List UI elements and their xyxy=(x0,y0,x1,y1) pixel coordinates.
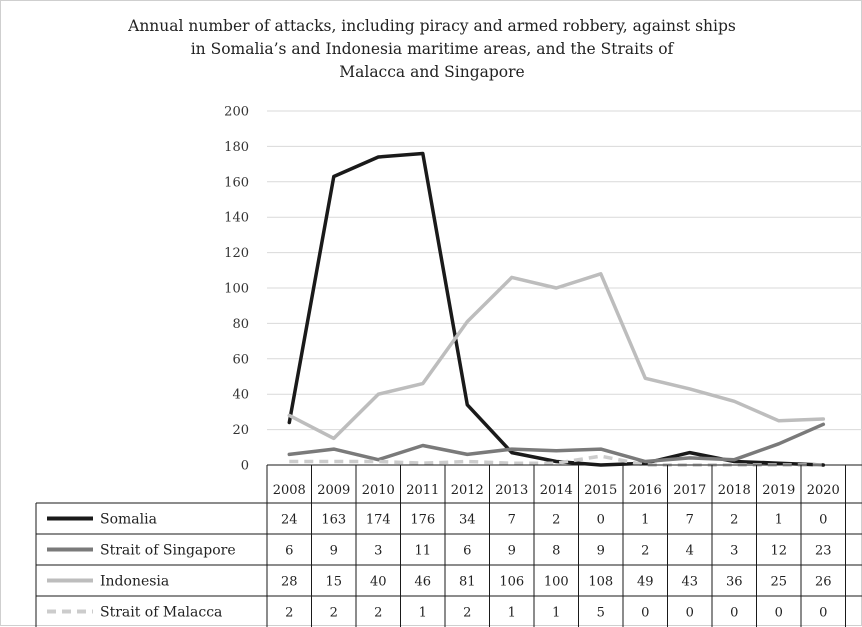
y-tick-label-20: 20 xyxy=(232,423,249,438)
data-label: 0 xyxy=(730,606,738,621)
y-tick-label-60: 60 xyxy=(232,352,249,367)
data-label: 15 xyxy=(325,575,342,590)
data-label: 8 xyxy=(552,544,560,559)
data-label: 1 xyxy=(508,606,516,621)
data-label: 0 xyxy=(775,606,783,621)
data-label: 0 xyxy=(686,606,694,621)
y-tick-label-80: 80 xyxy=(232,317,249,332)
x-tick-label-2018: 2018 xyxy=(718,483,751,498)
data-label: 9 xyxy=(597,544,605,559)
data-label: 108 xyxy=(588,575,613,590)
data-label: 7 xyxy=(508,513,516,528)
data-label: 1 xyxy=(419,606,427,621)
data-label: 36 xyxy=(726,575,743,590)
data-label: 34 xyxy=(459,513,476,528)
data-label: 7 xyxy=(686,513,694,528)
x-tick-label-2011: 2011 xyxy=(406,483,439,498)
data-label: 5 xyxy=(597,606,605,621)
series-lines xyxy=(287,151,826,467)
data-label: 28 xyxy=(281,575,298,590)
x-tick-label-2016: 2016 xyxy=(629,483,662,498)
data-label: 1 xyxy=(552,606,560,621)
y-tick-label-120: 120 xyxy=(224,246,249,261)
data-label: 2 xyxy=(330,606,338,621)
chart-title-line-1: Annual number of attacks, including pira… xyxy=(128,17,736,35)
x-tick-label-2009: 2009 xyxy=(317,483,350,498)
data-label: 46 xyxy=(414,575,431,590)
chart-title-line-2: in Somalia’s and Indonesia maritime area… xyxy=(190,40,674,58)
data-label: 2 xyxy=(463,606,471,621)
data-table: 2008 2009 2010 2011 2012 2013 2014 2015 2016 2017… xyxy=(35,464,862,627)
data-label: 2 xyxy=(552,513,560,528)
series-line-strait-of-singapore xyxy=(287,422,826,464)
data-label: 3 xyxy=(374,544,382,559)
y-tick-label-200: 200 xyxy=(224,105,249,120)
data-label: 2 xyxy=(730,513,738,528)
y-tick-label-40: 40 xyxy=(232,388,249,403)
data-label: 106 xyxy=(499,575,524,590)
x-tick-label-2014: 2014 xyxy=(540,483,573,498)
series-line-indonesia xyxy=(287,272,826,441)
x-tick-label-2010: 2010 xyxy=(362,483,395,498)
y-tick-label-140: 140 xyxy=(224,211,249,226)
x-tick-label-2020: 2020 xyxy=(807,483,840,498)
series-line-somalia xyxy=(287,151,826,467)
data-label: 2 xyxy=(285,606,293,621)
x-tick-label-2012: 2012 xyxy=(451,483,484,498)
x-tick-label-2008: 2008 xyxy=(273,483,306,498)
data-label: 23 xyxy=(815,544,832,559)
data-label: 81 xyxy=(459,575,476,590)
legend-label-strait-of-malacca: Strait of Malacca xyxy=(100,605,222,621)
data-label: 12 xyxy=(770,544,787,559)
data-label: 11 xyxy=(414,544,431,559)
data-label: 0 xyxy=(819,606,827,621)
y-tick-label-0: 0 xyxy=(241,459,249,474)
gridlines xyxy=(267,110,862,431)
y-axis-ticks: 0 20 40 60 80 100 120 140 160 180 200 xyxy=(224,105,249,474)
data-label: 1 xyxy=(775,513,783,528)
data-label: 25 xyxy=(770,575,787,590)
data-label: 9 xyxy=(508,544,516,559)
data-label: 0 xyxy=(819,513,827,528)
x-tick-label-2015: 2015 xyxy=(584,483,617,498)
data-label: 24 xyxy=(281,513,298,528)
data-label: 43 xyxy=(681,575,698,590)
data-label: 1 xyxy=(641,513,649,528)
x-tick-label-2013: 2013 xyxy=(495,483,528,498)
data-label: 6 xyxy=(463,544,471,559)
data-label: 176 xyxy=(410,513,435,528)
y-tick-label-180: 180 xyxy=(224,140,249,155)
data-label: 0 xyxy=(597,513,605,528)
y-tick-label-100: 100 xyxy=(224,282,249,297)
y-tick-label-160: 160 xyxy=(224,175,249,190)
chart-title-line-3: Malacca and Singapore xyxy=(339,63,525,81)
data-label: 0 xyxy=(641,606,649,621)
data-label: 2 xyxy=(374,606,382,621)
data-label: 2 xyxy=(641,544,649,559)
data-label: 3 xyxy=(730,544,738,559)
legend-label-strait-of-singapore: Strait of Singapore xyxy=(100,543,236,559)
data-label: 6 xyxy=(285,544,293,559)
data-label: 174 xyxy=(366,513,391,528)
data-label: 9 xyxy=(330,544,338,559)
data-label: 163 xyxy=(321,513,346,528)
chart-title: Annual number of attacks, including pira… xyxy=(1,15,862,84)
data-label: 100 xyxy=(544,575,569,590)
data-label: 40 xyxy=(370,575,387,590)
legend-label-indonesia: Indonesia xyxy=(100,574,169,590)
legend-label-somalia: Somalia xyxy=(100,512,157,528)
data-label: 49 xyxy=(637,575,654,590)
x-tick-label-2019: 2019 xyxy=(762,483,795,498)
data-label: 26 xyxy=(815,575,832,590)
x-tick-label-2017: 2017 xyxy=(673,483,706,498)
data-label: 4 xyxy=(686,544,694,559)
